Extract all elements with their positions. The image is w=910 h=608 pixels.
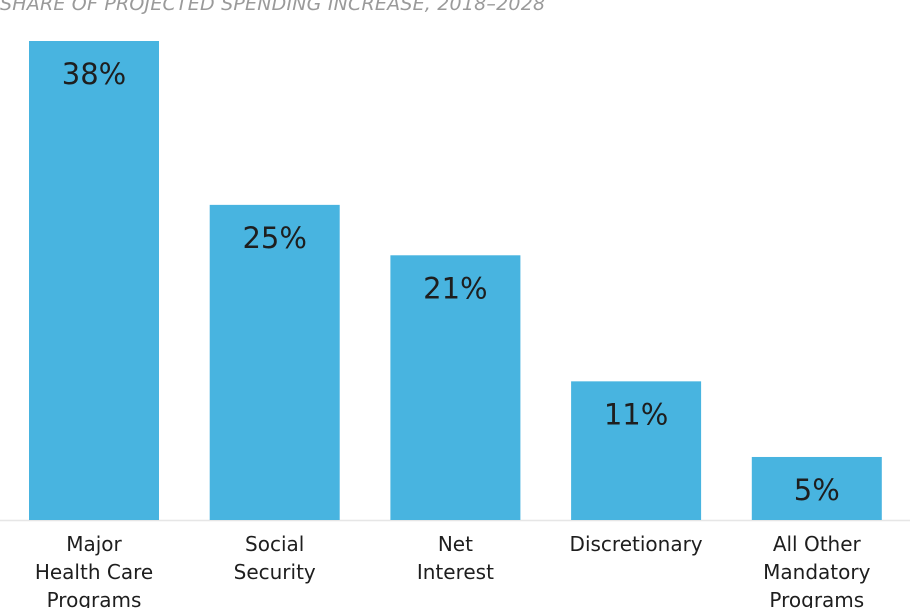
category-label-4-line-1: Mandatory [763, 560, 870, 584]
bars-group [29, 41, 882, 521]
data-label-4: 5% [794, 473, 840, 507]
bar-3 [571, 381, 702, 520]
category-label-2-line-0: Net [438, 532, 473, 556]
category-label-1-line-1: Security [234, 560, 316, 584]
category-label-3-line-0: Discretionary [570, 532, 703, 556]
category-label-0-line-0: Major [66, 532, 122, 556]
data-label-1: 25% [242, 221, 306, 255]
bar-4 [751, 456, 882, 520]
category-label-0-line-2: Programs [47, 588, 142, 608]
category-label-0-line-1: Health Care [35, 560, 153, 584]
data-labels-group: 38% 25% 21% 11% 5% [62, 57, 840, 507]
bar-1 [209, 204, 340, 521]
data-label-2: 21% [423, 271, 487, 305]
category-labels-group: Major Health Care Programs Social Security Ne… [35, 532, 871, 608]
chart-title: SHARE OF PROJECTED SPENDING INCREASE, 20… [0, 0, 546, 15]
category-label-2-line-1: Interest [417, 560, 494, 584]
category-label-4-line-2: Programs [769, 588, 864, 608]
category-label-1-line-0: Social [245, 532, 304, 556]
category-label-4-line-0: All Other [773, 532, 862, 556]
bar-0 [29, 41, 159, 520]
data-label-3: 11% [604, 397, 668, 431]
data-label-0: 38% [62, 57, 126, 91]
bar-2 [390, 255, 521, 520]
